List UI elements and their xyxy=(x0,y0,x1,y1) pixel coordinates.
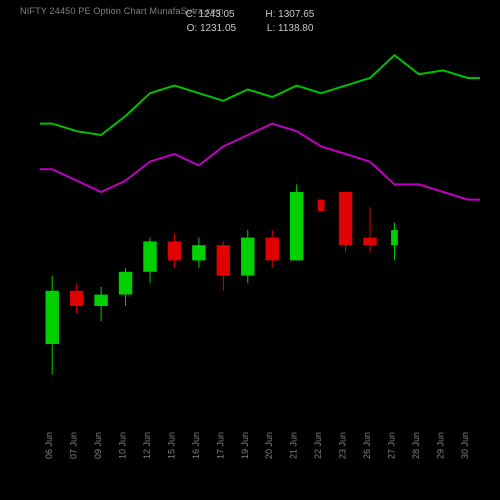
x-axis-label: 30 Jun xyxy=(460,432,470,459)
x-axis-label: 17 Jun xyxy=(215,432,225,459)
candle-body xyxy=(318,200,325,211)
ohlc-high-value: 1307.65 xyxy=(278,9,314,20)
candle-body xyxy=(241,238,254,276)
candle-body xyxy=(168,241,181,260)
candle-body xyxy=(119,272,132,295)
candle-body xyxy=(363,238,376,246)
x-axis-label: 29 Jun xyxy=(435,432,445,459)
candle-body xyxy=(217,245,230,275)
x-axis-label: 23 Jun xyxy=(338,432,348,459)
candle-body xyxy=(70,291,83,306)
candle-body xyxy=(46,291,59,344)
x-axis-label: 20 Jun xyxy=(264,432,274,459)
ohlc-close: C: 1243.05 xyxy=(186,8,235,22)
ohlc-high: H: 1307.65 xyxy=(265,8,314,22)
x-axis-label: 15 Jun xyxy=(166,432,176,459)
ohlc-open-value: 1231.05 xyxy=(200,23,236,34)
candle-body xyxy=(290,192,303,260)
ohlc-close-value: 1243.05 xyxy=(198,9,234,20)
x-axis-label: 27 Jun xyxy=(386,432,396,459)
ohlc-header: C: 1243.05 H: 1307.65 O: 1231.05 L: 1138… xyxy=(0,8,500,36)
ohlc-low-value: 1138.80 xyxy=(278,23,313,34)
x-axis-label: 26 Jun xyxy=(362,432,372,459)
x-axis-label: 22 Jun xyxy=(313,432,323,459)
x-axis-label: 28 Jun xyxy=(411,432,421,459)
candle-body xyxy=(339,192,352,245)
x-axis-label: 16 Jun xyxy=(191,432,201,459)
ohlc-open: O: 1231.05 xyxy=(187,22,237,36)
candle-body xyxy=(143,241,156,271)
x-axis-label: 21 Jun xyxy=(289,432,299,459)
chart-svg: 06 Jun 07 Jun 09 Jun 10 Jun 12 Jun 15 Jun 16 J… xyxy=(0,0,500,500)
candle-body xyxy=(94,295,107,306)
chart-container: NIFTY 24450 PE Option Chart MunafaSutra.… xyxy=(0,0,500,500)
x-axis-label: 10 Jun xyxy=(118,432,128,459)
ohlc-low: L: 1138.80 xyxy=(267,22,314,36)
x-axis-label: 09 Jun xyxy=(93,432,103,459)
candle-body xyxy=(391,230,398,245)
x-axis-label: 19 Jun xyxy=(240,432,250,459)
x-axis-label: 12 Jun xyxy=(142,432,152,459)
x-axis-label: 06 Jun xyxy=(44,432,54,459)
x-axis-label: 07 Jun xyxy=(69,432,79,459)
candle-body xyxy=(192,245,205,260)
candle-body xyxy=(266,238,279,261)
